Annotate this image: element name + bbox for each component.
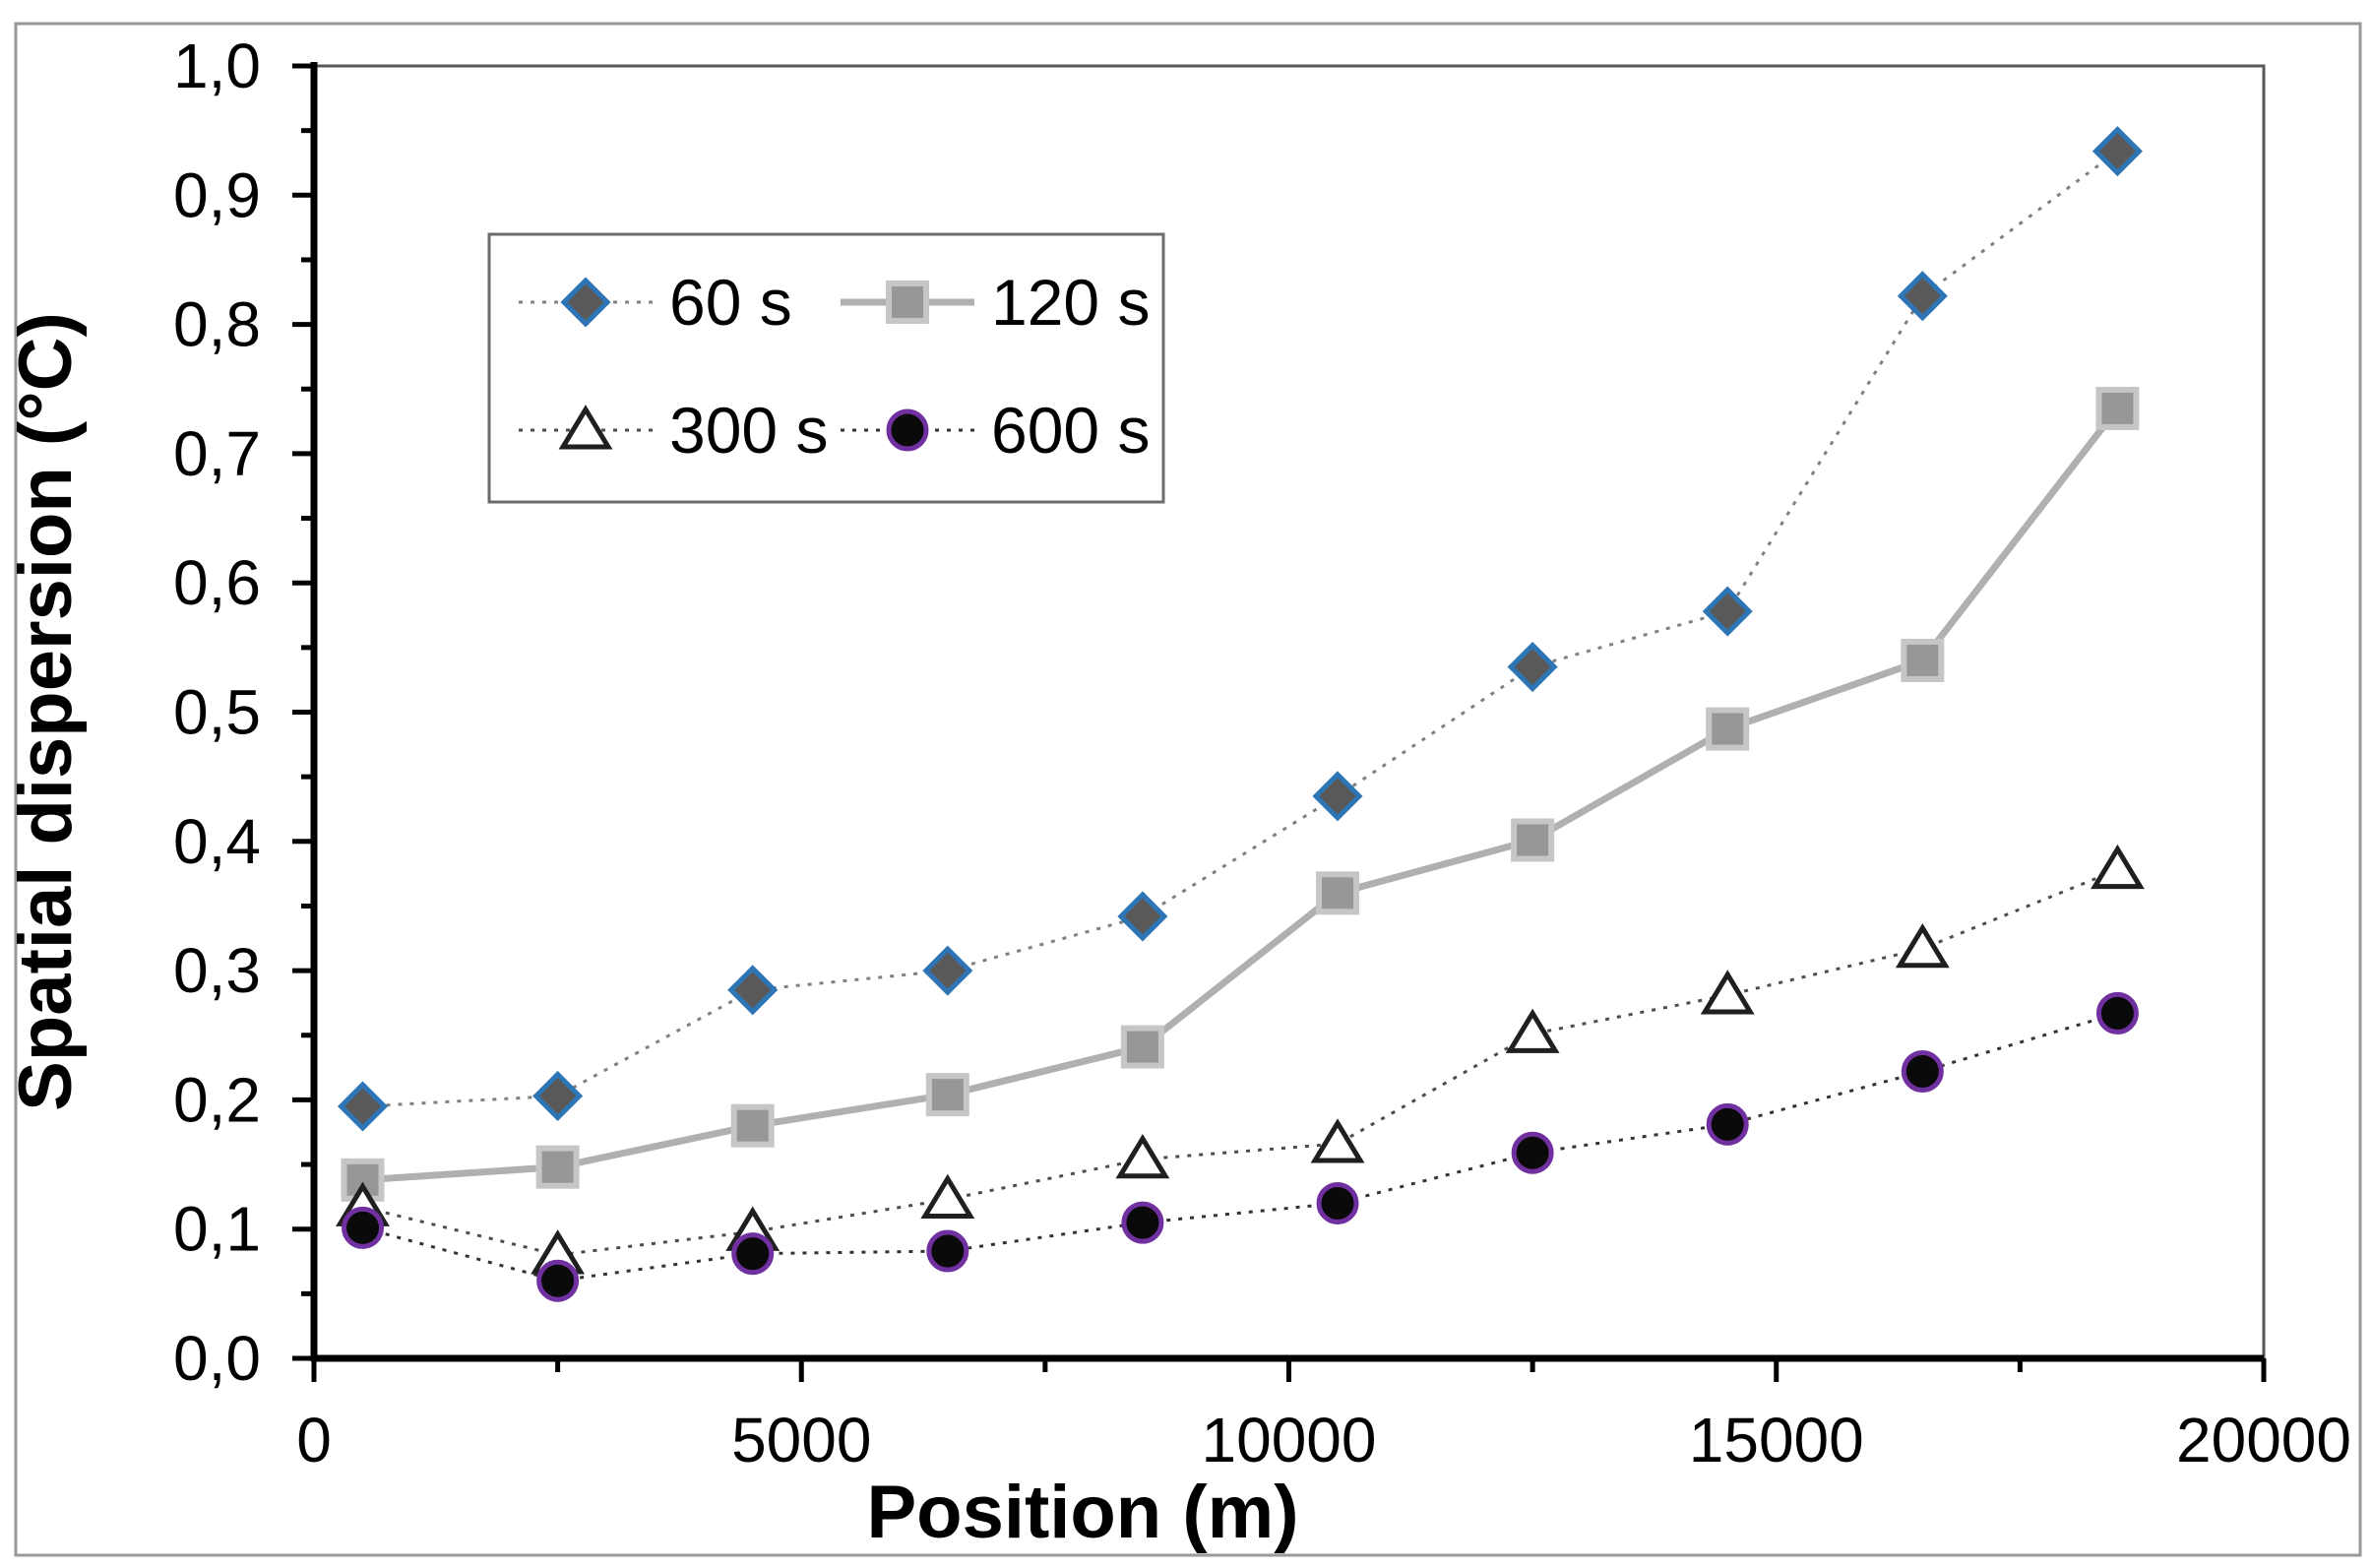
figure-border: [14, 22, 2362, 1557]
legend: 60 s 120 s 300 s 600 s: [487, 232, 1165, 504]
square-marker-icon: [1316, 871, 1360, 915]
x-tick-label: 15000: [1689, 1405, 1864, 1475]
series-60-s: [337, 126, 2143, 1132]
circle-marker-icon: [2095, 991, 2139, 1035]
circle-marker-icon: [1121, 1201, 1164, 1244]
legend-box: [487, 232, 1165, 504]
diamond-marker-icon: [922, 945, 973, 996]
square-marker-icon: [730, 1103, 775, 1148]
circle-marker-icon: [886, 408, 929, 452]
y-tick-label: 1,0: [173, 31, 261, 101]
triangle-marker-icon: [1115, 1133, 1170, 1179]
legend-label-60s: 60 s: [669, 266, 792, 339]
y-tick-label: 0,6: [173, 547, 261, 618]
diamond-marker-icon: [1117, 891, 1168, 942]
square-marker-icon: [2095, 386, 2140, 430]
y-tick-label: 0,2: [173, 1064, 261, 1135]
y-tick-label: 0,9: [173, 159, 261, 230]
series-120-s: [341, 386, 2140, 1202]
x-tick-label: 10000: [1202, 1405, 1377, 1475]
triangle-marker-icon: [1505, 1008, 1560, 1053]
series-300-s: [336, 844, 2145, 1275]
square-marker-icon: [1901, 638, 1945, 682]
series-line: [362, 868, 2118, 1257]
circle-marker-icon: [1511, 1131, 1554, 1174]
square-marker-icon: [1706, 707, 1750, 751]
y-tick-label: 0,0: [173, 1323, 261, 1394]
legend-label-300s: 300 s: [669, 394, 828, 467]
square-marker-icon: [1120, 1025, 1164, 1069]
series-line: [362, 150, 2119, 1108]
diamond-marker-icon: [2092, 126, 2143, 177]
y-tick-label: 0,3: [173, 935, 261, 1006]
diamond-marker-icon: [337, 1081, 389, 1132]
triangle-marker-icon: [1700, 970, 1755, 1015]
triangle-marker-icon: [1310, 1118, 1365, 1163]
triangle-marker-icon: [920, 1173, 975, 1219]
square-marker-icon: [1511, 818, 1555, 862]
y-tick-label: 0,7: [173, 418, 261, 489]
circle-marker-icon: [342, 1206, 385, 1249]
x-tick-label: 20000: [2176, 1405, 2351, 1475]
diamond-marker-icon: [560, 277, 611, 328]
diamond-marker-icon: [1897, 271, 1948, 322]
square-marker-icon: [886, 281, 929, 324]
triangle-marker-icon: [558, 405, 613, 450]
series-line: [362, 1011, 2118, 1283]
plot-area-border: [314, 64, 2266, 1358]
legend-markers: [519, 277, 974, 452]
circle-marker-icon: [1706, 1102, 1749, 1146]
legend-label-120s: 120 s: [991, 266, 1150, 339]
axis-tick-labels: 0 5000 10000 15000 20000 0,0 0,1 0,2 0,3 0,4 0,5 0,…: [173, 31, 2351, 1475]
diamond-marker-icon: [1507, 642, 1558, 693]
circle-marker-icon: [926, 1229, 969, 1273]
triangle-marker-icon: [2090, 844, 2145, 890]
x-tick-label: 5000: [731, 1405, 871, 1475]
triangle-marker-icon: [1895, 922, 1950, 969]
square-marker-icon: [925, 1073, 969, 1117]
data-series: [336, 126, 2145, 1302]
diamond-marker-icon: [727, 965, 779, 1016]
series-line: [362, 406, 2121, 1184]
y-tick-label: 0,4: [173, 806, 261, 877]
x-tick-label: 0: [296, 1405, 332, 1475]
circle-marker-icon: [1316, 1181, 1359, 1224]
y-axis-title: Spatial dispersion (°C): [4, 312, 88, 1111]
legend-label-600s: 600 s: [991, 394, 1150, 467]
diamond-marker-icon: [1312, 771, 1363, 822]
square-marker-icon: [535, 1145, 580, 1189]
circle-marker-icon: [536, 1259, 580, 1302]
circle-marker-icon: [1901, 1050, 1944, 1094]
x-axis-title: Position (m): [866, 1471, 1298, 1554]
diamond-marker-icon: [532, 1070, 584, 1121]
series-600-s: [342, 991, 2139, 1302]
y-tick-label: 0,1: [173, 1194, 261, 1265]
circle-marker-icon: [731, 1232, 775, 1276]
y-tick-label: 0,8: [173, 289, 261, 360]
y-tick-label: 0,5: [173, 677, 261, 748]
diamond-marker-icon: [1702, 586, 1753, 637]
